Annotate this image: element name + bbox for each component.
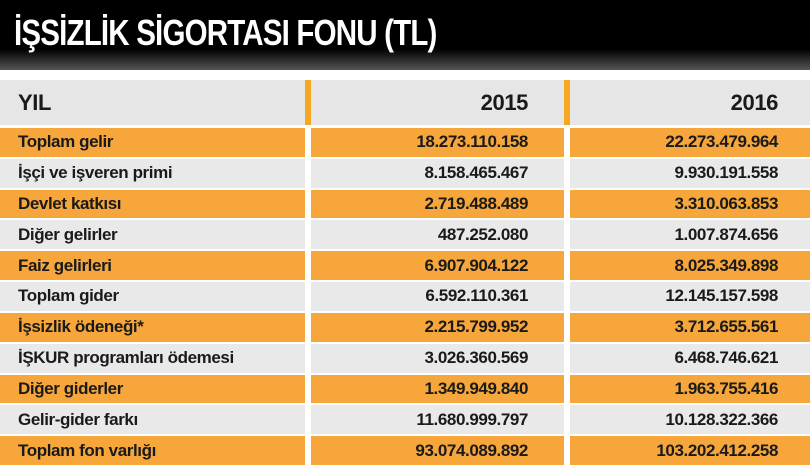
column-header: YIL [0,80,305,125]
value-cell: 11.680.999.797 [311,405,564,435]
row-label: Gelir-gider farkı [0,405,305,435]
row-label: İşçi ve işveren primi [0,158,305,188]
title-banner: İŞSİZLİK SİGORTASI FONU (TL) [0,0,810,70]
row-label: Toplam fon varlığı [0,436,305,465]
value-cell: 487.252.080 [311,220,564,250]
row-label: Toplam gider [0,282,305,311]
value-cell: 1.349.949.840 [311,374,564,404]
table-row: Toplam gelir 18.273.110.158 22.273.479.964 [0,128,810,157]
value-cell: 2.719.488.489 [311,189,564,219]
column-header: 2016 [564,80,810,125]
table-row: İşçi ve işveren primi 8.158.465.467 9.930.… [0,158,810,188]
value-cell: 93.074.089.892 [311,436,564,465]
value-cell: 6.907.904.122 [311,251,564,281]
value-cell: 3.712.655.561 [570,312,810,342]
table-row: Diğer gelirler 487.252.080 1.007.874.656 [0,220,810,250]
row-label: Diğer giderler [0,374,305,404]
value-cell: 10.128.322.366 [570,405,810,435]
table-row: Toplam fon varlığı 93.074.089.892 103.202.… [0,436,810,465]
value-cell: 2.215.799.952 [311,312,564,342]
table-row: Devlet katkısı 2.719.488.489 3.310.063.853 [0,189,810,219]
table-row: Toplam gider 6.592.110.361 12.145.157.598 [0,282,810,311]
value-cell: 12.145.157.598 [570,282,810,311]
value-cell: 18.273.110.158 [311,128,564,157]
table-row: İşsizlik ödeneği* 2.215.799.952 3.712.655.… [0,312,810,342]
value-cell: 3.310.063.853 [570,189,810,219]
value-cell: 9.930.191.558 [570,158,810,188]
value-cell: 6.592.110.361 [311,282,564,311]
table-row: Gelir-gider farkı 11.680.999.797 10.128.32… [0,405,810,435]
value-cell: 103.202.412.258 [570,436,810,465]
title: İŞSİZLİK SİGORTASI FONU (TL) [14,12,437,53]
value-cell: 22.273.479.964 [570,128,810,157]
header-row: YIL 2015 2016 [0,80,810,125]
row-label: Faiz gelirleri [0,251,305,281]
table-row: İŞKUR programları ödemesi 3.026.360.569 6.… [0,343,810,373]
row-label: İŞKUR programları ödemesi [0,343,305,373]
value-cell: 8.158.465.467 [311,158,564,188]
value-cell: 3.026.360.569 [311,343,564,373]
row-label: İşsizlik ödeneği* [0,312,305,342]
row-label: Toplam gelir [0,128,305,157]
row-label: Devlet katkısı [0,189,305,219]
value-cell: 8.025.349.898 [570,251,810,281]
value-cell: 6.468.746.621 [570,343,810,373]
value-cell: 1.963.755.416 [570,374,810,404]
row-label: Diğer gelirler [0,220,305,250]
column-header: 2015 [305,80,564,125]
table-row: Diğer giderler 1.349.949.840 1.963.755.416 [0,374,810,404]
table-row: Faiz gelirleri 6.907.904.122 8.025.349.898 [0,251,810,281]
value-cell: 1.007.874.656 [570,220,810,250]
